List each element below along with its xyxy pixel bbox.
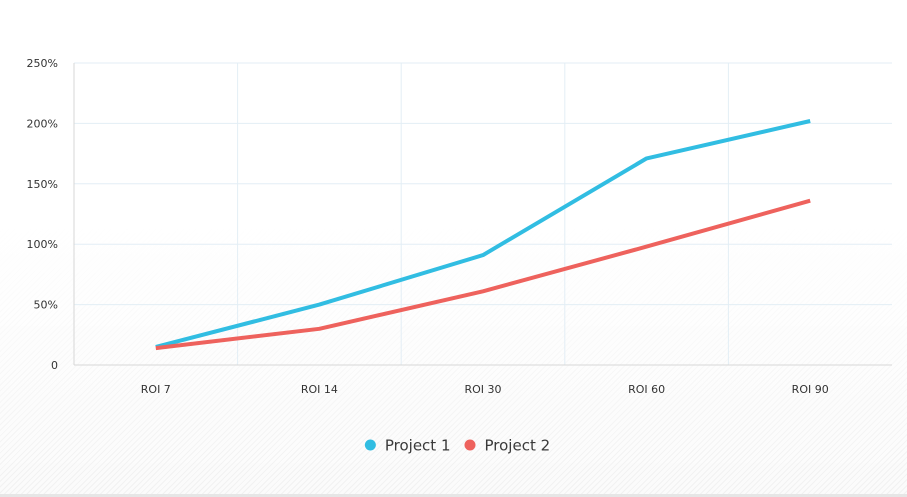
y-tick-label: 250% xyxy=(27,57,58,70)
y-tick-label: 200% xyxy=(27,117,58,130)
legend-label: Project 1 xyxy=(385,437,451,455)
y-tick-labels: 0 50% 100% 150% 200% 250% xyxy=(27,57,58,372)
grid xyxy=(74,62,892,365)
x-tick-label: ROI 7 xyxy=(141,383,171,396)
legend-item[interactable]: Project 2 xyxy=(464,437,551,455)
x-tick-label: ROI 14 xyxy=(301,383,338,396)
x-tick-label: ROI 60 xyxy=(628,383,665,396)
y-tick-label: 150% xyxy=(27,178,58,191)
series-line-2[interactable] xyxy=(155,198,811,351)
y-tick-label: 50% xyxy=(34,299,58,312)
legend[interactable]: Project 1 Project 2 xyxy=(364,437,551,455)
legend-marker xyxy=(364,439,376,451)
axes xyxy=(73,63,892,366)
series-line-1[interactable] xyxy=(155,119,811,349)
y-tick-label: 100% xyxy=(27,238,58,251)
y-tick-label: 0 xyxy=(51,359,58,372)
legend-item[interactable]: Project 1 xyxy=(364,437,451,455)
series-lines xyxy=(155,119,811,351)
x-tick-label: ROI 90 xyxy=(792,383,829,396)
x-tick-labels: ROI 7 ROI 14 ROI 30 ROI 60 ROI 90 xyxy=(141,383,829,396)
legend-marker xyxy=(464,439,476,451)
legend-label: Project 2 xyxy=(485,437,551,455)
bottom-divider xyxy=(0,494,907,497)
x-tick-label: ROI 30 xyxy=(464,383,501,396)
